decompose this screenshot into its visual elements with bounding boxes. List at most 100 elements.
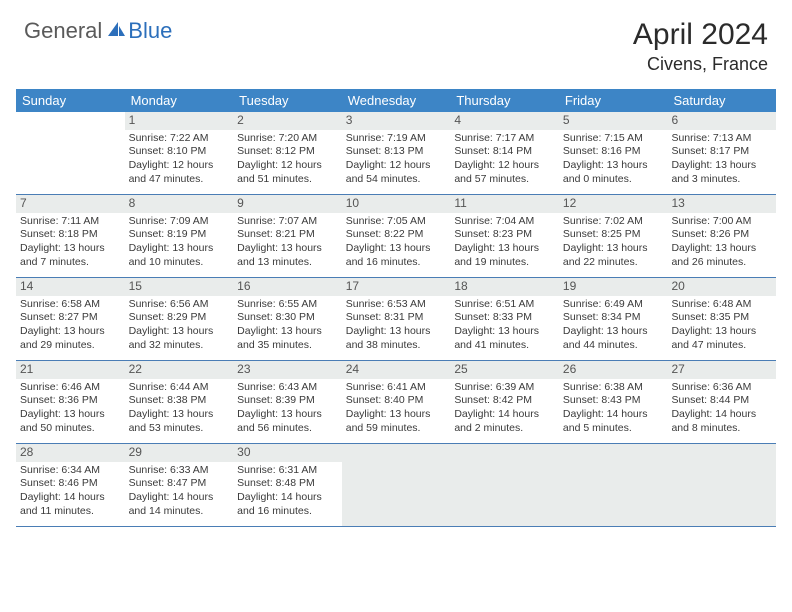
day-number: 10 bbox=[342, 195, 451, 213]
trailing-cell bbox=[450, 444, 559, 526]
day-number: 26 bbox=[559, 361, 668, 379]
sunrise-text: Sunrise: 7:00 AM bbox=[671, 215, 772, 229]
dow-header: Friday bbox=[559, 89, 668, 112]
sunset-text: Sunset: 8:46 PM bbox=[20, 477, 121, 491]
day-number: 14 bbox=[16, 278, 125, 296]
day-cell: 9Sunrise: 7:07 AMSunset: 8:21 PMDaylight… bbox=[233, 195, 342, 277]
logo-sail-icon bbox=[106, 20, 126, 43]
day-number: 17 bbox=[342, 278, 451, 296]
day-number: 12 bbox=[559, 195, 668, 213]
day-cell: 29Sunrise: 6:33 AMSunset: 8:47 PMDayligh… bbox=[125, 444, 234, 526]
trailing-cell bbox=[667, 444, 776, 526]
daylight-text: Daylight: 13 hours and 32 minutes. bbox=[129, 325, 230, 352]
daylight-text: Daylight: 14 hours and 11 minutes. bbox=[20, 491, 121, 518]
daylight-text: Daylight: 14 hours and 2 minutes. bbox=[454, 408, 555, 435]
sunset-text: Sunset: 8:48 PM bbox=[237, 477, 338, 491]
logo-text-blue: Blue bbox=[128, 18, 172, 44]
daylight-text: Daylight: 13 hours and 53 minutes. bbox=[129, 408, 230, 435]
sunset-text: Sunset: 8:36 PM bbox=[20, 394, 121, 408]
day-cell: 3Sunrise: 7:19 AMSunset: 8:13 PMDaylight… bbox=[342, 112, 451, 194]
sunset-text: Sunset: 8:43 PM bbox=[563, 394, 664, 408]
daylight-text: Daylight: 13 hours and 38 minutes. bbox=[346, 325, 447, 352]
sunrise-text: Sunrise: 7:20 AM bbox=[237, 132, 338, 146]
sunrise-text: Sunrise: 6:55 AM bbox=[237, 298, 338, 312]
sunrise-text: Sunrise: 6:48 AM bbox=[671, 298, 772, 312]
sunset-text: Sunset: 8:26 PM bbox=[671, 228, 772, 242]
sunrise-text: Sunrise: 6:49 AM bbox=[563, 298, 664, 312]
week-row: 28Sunrise: 6:34 AMSunset: 8:46 PMDayligh… bbox=[16, 444, 776, 527]
sunset-text: Sunset: 8:10 PM bbox=[129, 145, 230, 159]
daylight-text: Daylight: 13 hours and 16 minutes. bbox=[346, 242, 447, 269]
sunset-text: Sunset: 8:30 PM bbox=[237, 311, 338, 325]
day-number: 19 bbox=[559, 278, 668, 296]
sunset-text: Sunset: 8:23 PM bbox=[454, 228, 555, 242]
day-number: 2 bbox=[233, 112, 342, 130]
sunset-text: Sunset: 8:44 PM bbox=[671, 394, 772, 408]
sunrise-text: Sunrise: 6:36 AM bbox=[671, 381, 772, 395]
daylight-text: Daylight: 14 hours and 16 minutes. bbox=[237, 491, 338, 518]
daylight-text: Daylight: 13 hours and 10 minutes. bbox=[129, 242, 230, 269]
day-cell: 15Sunrise: 6:56 AMSunset: 8:29 PMDayligh… bbox=[125, 278, 234, 360]
day-cell: 12Sunrise: 7:02 AMSunset: 8:25 PMDayligh… bbox=[559, 195, 668, 277]
day-cell: 16Sunrise: 6:55 AMSunset: 8:30 PMDayligh… bbox=[233, 278, 342, 360]
title-block: April 2024 Civens, France bbox=[633, 18, 768, 75]
sunrise-text: Sunrise: 6:33 AM bbox=[129, 464, 230, 478]
sunset-text: Sunset: 8:33 PM bbox=[454, 311, 555, 325]
daylight-text: Daylight: 13 hours and 59 minutes. bbox=[346, 408, 447, 435]
day-number: 4 bbox=[450, 112, 559, 130]
dow-header: Thursday bbox=[450, 89, 559, 112]
sunrise-text: Sunrise: 7:22 AM bbox=[129, 132, 230, 146]
day-cell: 10Sunrise: 7:05 AMSunset: 8:22 PMDayligh… bbox=[342, 195, 451, 277]
daylight-text: Daylight: 14 hours and 5 minutes. bbox=[563, 408, 664, 435]
sunset-text: Sunset: 8:47 PM bbox=[129, 477, 230, 491]
sunset-text: Sunset: 8:19 PM bbox=[129, 228, 230, 242]
sunset-text: Sunset: 8:27 PM bbox=[20, 311, 121, 325]
sunrise-text: Sunrise: 7:13 AM bbox=[671, 132, 772, 146]
day-cell: 5Sunrise: 7:15 AMSunset: 8:16 PMDaylight… bbox=[559, 112, 668, 194]
day-number: 16 bbox=[233, 278, 342, 296]
dow-header: Monday bbox=[125, 89, 234, 112]
day-cell: 26Sunrise: 6:38 AMSunset: 8:43 PMDayligh… bbox=[559, 361, 668, 443]
day-cell: 22Sunrise: 6:44 AMSunset: 8:38 PMDayligh… bbox=[125, 361, 234, 443]
sunset-text: Sunset: 8:14 PM bbox=[454, 145, 555, 159]
sunset-text: Sunset: 8:18 PM bbox=[20, 228, 121, 242]
daylight-text: Daylight: 12 hours and 47 minutes. bbox=[129, 159, 230, 186]
trailing-cell bbox=[342, 444, 451, 526]
week-row: 21Sunrise: 6:46 AMSunset: 8:36 PMDayligh… bbox=[16, 361, 776, 444]
sunset-text: Sunset: 8:34 PM bbox=[563, 311, 664, 325]
sunrise-text: Sunrise: 6:51 AM bbox=[454, 298, 555, 312]
sunrise-text: Sunrise: 6:31 AM bbox=[237, 464, 338, 478]
daylight-text: Daylight: 13 hours and 56 minutes. bbox=[237, 408, 338, 435]
sunrise-text: Sunrise: 7:17 AM bbox=[454, 132, 555, 146]
sunset-text: Sunset: 8:39 PM bbox=[237, 394, 338, 408]
sunrise-text: Sunrise: 6:58 AM bbox=[20, 298, 121, 312]
day-number: 6 bbox=[667, 112, 776, 130]
day-cell: 17Sunrise: 6:53 AMSunset: 8:31 PMDayligh… bbox=[342, 278, 451, 360]
day-cell: 1Sunrise: 7:22 AMSunset: 8:10 PMDaylight… bbox=[125, 112, 234, 194]
empty-cell bbox=[16, 112, 125, 194]
day-cell: 8Sunrise: 7:09 AMSunset: 8:19 PMDaylight… bbox=[125, 195, 234, 277]
day-cell: 2Sunrise: 7:20 AMSunset: 8:12 PMDaylight… bbox=[233, 112, 342, 194]
day-cell: 25Sunrise: 6:39 AMSunset: 8:42 PMDayligh… bbox=[450, 361, 559, 443]
daylight-text: Daylight: 13 hours and 22 minutes. bbox=[563, 242, 664, 269]
sunrise-text: Sunrise: 6:41 AM bbox=[346, 381, 447, 395]
logo-text-general: General bbox=[24, 18, 102, 44]
daylight-text: Daylight: 14 hours and 8 minutes. bbox=[671, 408, 772, 435]
daylight-text: Daylight: 13 hours and 29 minutes. bbox=[20, 325, 121, 352]
sunset-text: Sunset: 8:25 PM bbox=[563, 228, 664, 242]
daylight-text: Daylight: 13 hours and 50 minutes. bbox=[20, 408, 121, 435]
day-cell: 28Sunrise: 6:34 AMSunset: 8:46 PMDayligh… bbox=[16, 444, 125, 526]
dow-header: Saturday bbox=[667, 89, 776, 112]
sunrise-text: Sunrise: 6:44 AM bbox=[129, 381, 230, 395]
day-cell: 18 Sunrise: 6:51 AMSunset: 8:33 PMDayligh… bbox=[450, 278, 559, 360]
week-row: 1Sunrise: 7:22 AMSunset: 8:10 PMDaylight… bbox=[16, 112, 776, 195]
sunset-text: Sunset: 8:17 PM bbox=[671, 145, 772, 159]
day-number: 3 bbox=[342, 112, 451, 130]
daylight-text: Daylight: 13 hours and 41 minutes. bbox=[454, 325, 555, 352]
logo: General Blue bbox=[24, 18, 172, 44]
day-number: 18 bbox=[450, 278, 559, 296]
sunrise-text: Sunrise: 7:04 AM bbox=[454, 215, 555, 229]
sunrise-text: Sunrise: 6:34 AM bbox=[20, 464, 121, 478]
sunset-text: Sunset: 8:13 PM bbox=[346, 145, 447, 159]
dow-header: Tuesday bbox=[233, 89, 342, 112]
